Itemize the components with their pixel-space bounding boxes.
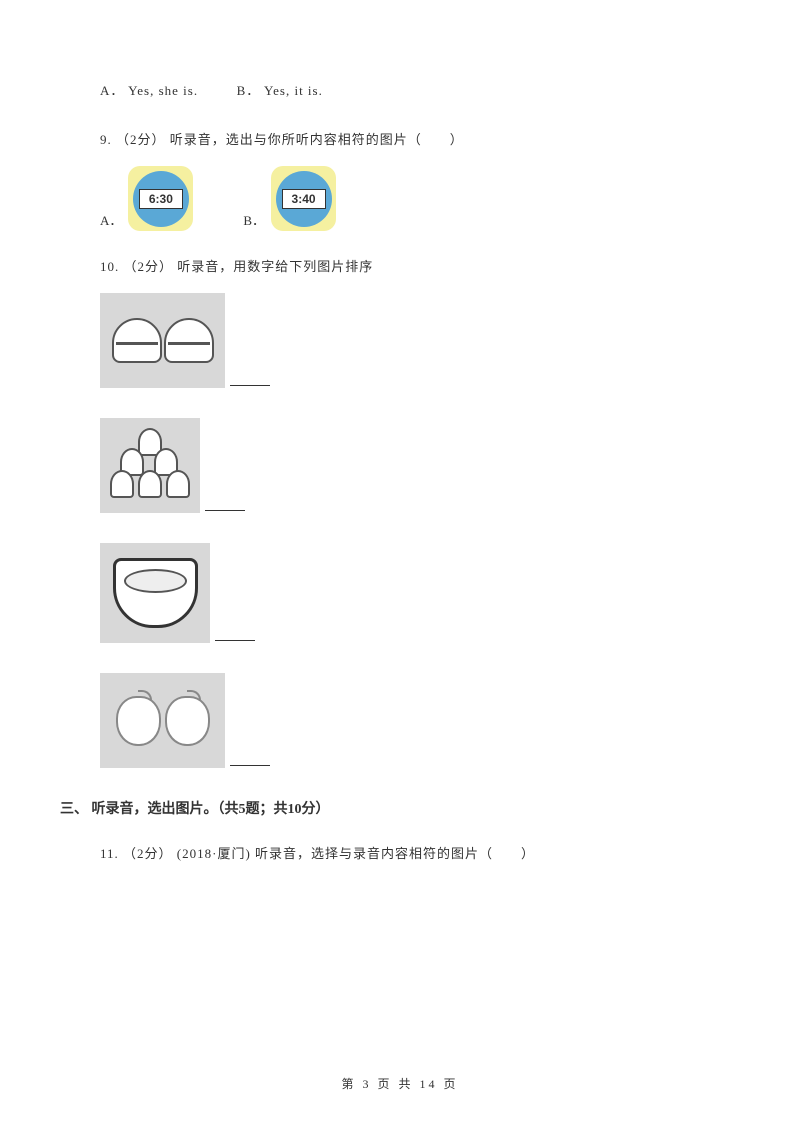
- clock-circle: 6:30: [133, 171, 189, 227]
- option-a-label: A．: [100, 83, 124, 98]
- answer-blank[interactable]: [230, 765, 270, 766]
- q9-text: 9. （2分） 听录音，选出与你所听内容相符的图片（ ）: [100, 129, 700, 148]
- q10-image-1: [100, 293, 700, 388]
- option-b-label: B．: [243, 210, 265, 229]
- hamburgers-image: [100, 293, 225, 388]
- q10-points: （2分）: [124, 259, 174, 274]
- page-footer: 第 3 页 共 14 页: [0, 1075, 800, 1092]
- cupcakes-image: [100, 418, 200, 513]
- section-3-heading: 三、 听录音，选出图片。（共5题；共10分）: [60, 798, 700, 818]
- answer-blank[interactable]: [215, 640, 255, 641]
- q10-number: 10.: [100, 259, 119, 274]
- option-a-label: A．: [100, 210, 122, 229]
- apples-image: [100, 673, 225, 768]
- q9-number: 9.: [100, 132, 112, 147]
- option-a-text: Yes, she is.: [128, 83, 198, 98]
- q11-text: 11. （2分） (2018·厦门) 听录音，选择与录音内容相符的图片（ ）: [100, 843, 700, 862]
- clock-time-a: 6:30: [139, 189, 183, 209]
- q11-points: （2分）: [123, 846, 173, 861]
- q11-number: 11.: [100, 846, 119, 861]
- option-b-label: B．: [237, 83, 261, 98]
- q10-image-3: [100, 543, 700, 643]
- answer-blank[interactable]: [205, 510, 245, 511]
- q10-image-2: [100, 418, 700, 513]
- q9-option-b: B． 3:40: [243, 166, 336, 231]
- q9-prompt: 听录音，选出与你所听内容相符的图片（ ）: [170, 132, 464, 147]
- clock-time-b: 3:40: [282, 189, 326, 209]
- option-b-text: Yes, it is.: [264, 83, 323, 98]
- clock-icon: 3:40: [271, 166, 336, 231]
- rice-bowl-image: [100, 543, 210, 643]
- clock-icon: 6:30: [128, 166, 193, 231]
- q10-text: 10. （2分） 听录音，用数字给下列图片排序: [100, 256, 700, 275]
- clock-circle: 3:40: [276, 171, 332, 227]
- q11-prompt: 听录音，选择与录音内容相符的图片（ ）: [255, 846, 535, 861]
- q10-prompt: 听录音，用数字给下列图片排序: [177, 259, 373, 274]
- q9-option-a: A． 6:30: [100, 166, 193, 231]
- q8-answer-options: A． Yes, she is. B． Yes, it is.: [100, 80, 700, 99]
- q10-image-4: [100, 673, 700, 768]
- answer-blank[interactable]: [230, 385, 270, 386]
- q9-points: （2分）: [116, 132, 166, 147]
- q11-source: (2018·厦门): [177, 846, 251, 861]
- q9-options: A． 6:30 B． 3:40: [100, 166, 700, 231]
